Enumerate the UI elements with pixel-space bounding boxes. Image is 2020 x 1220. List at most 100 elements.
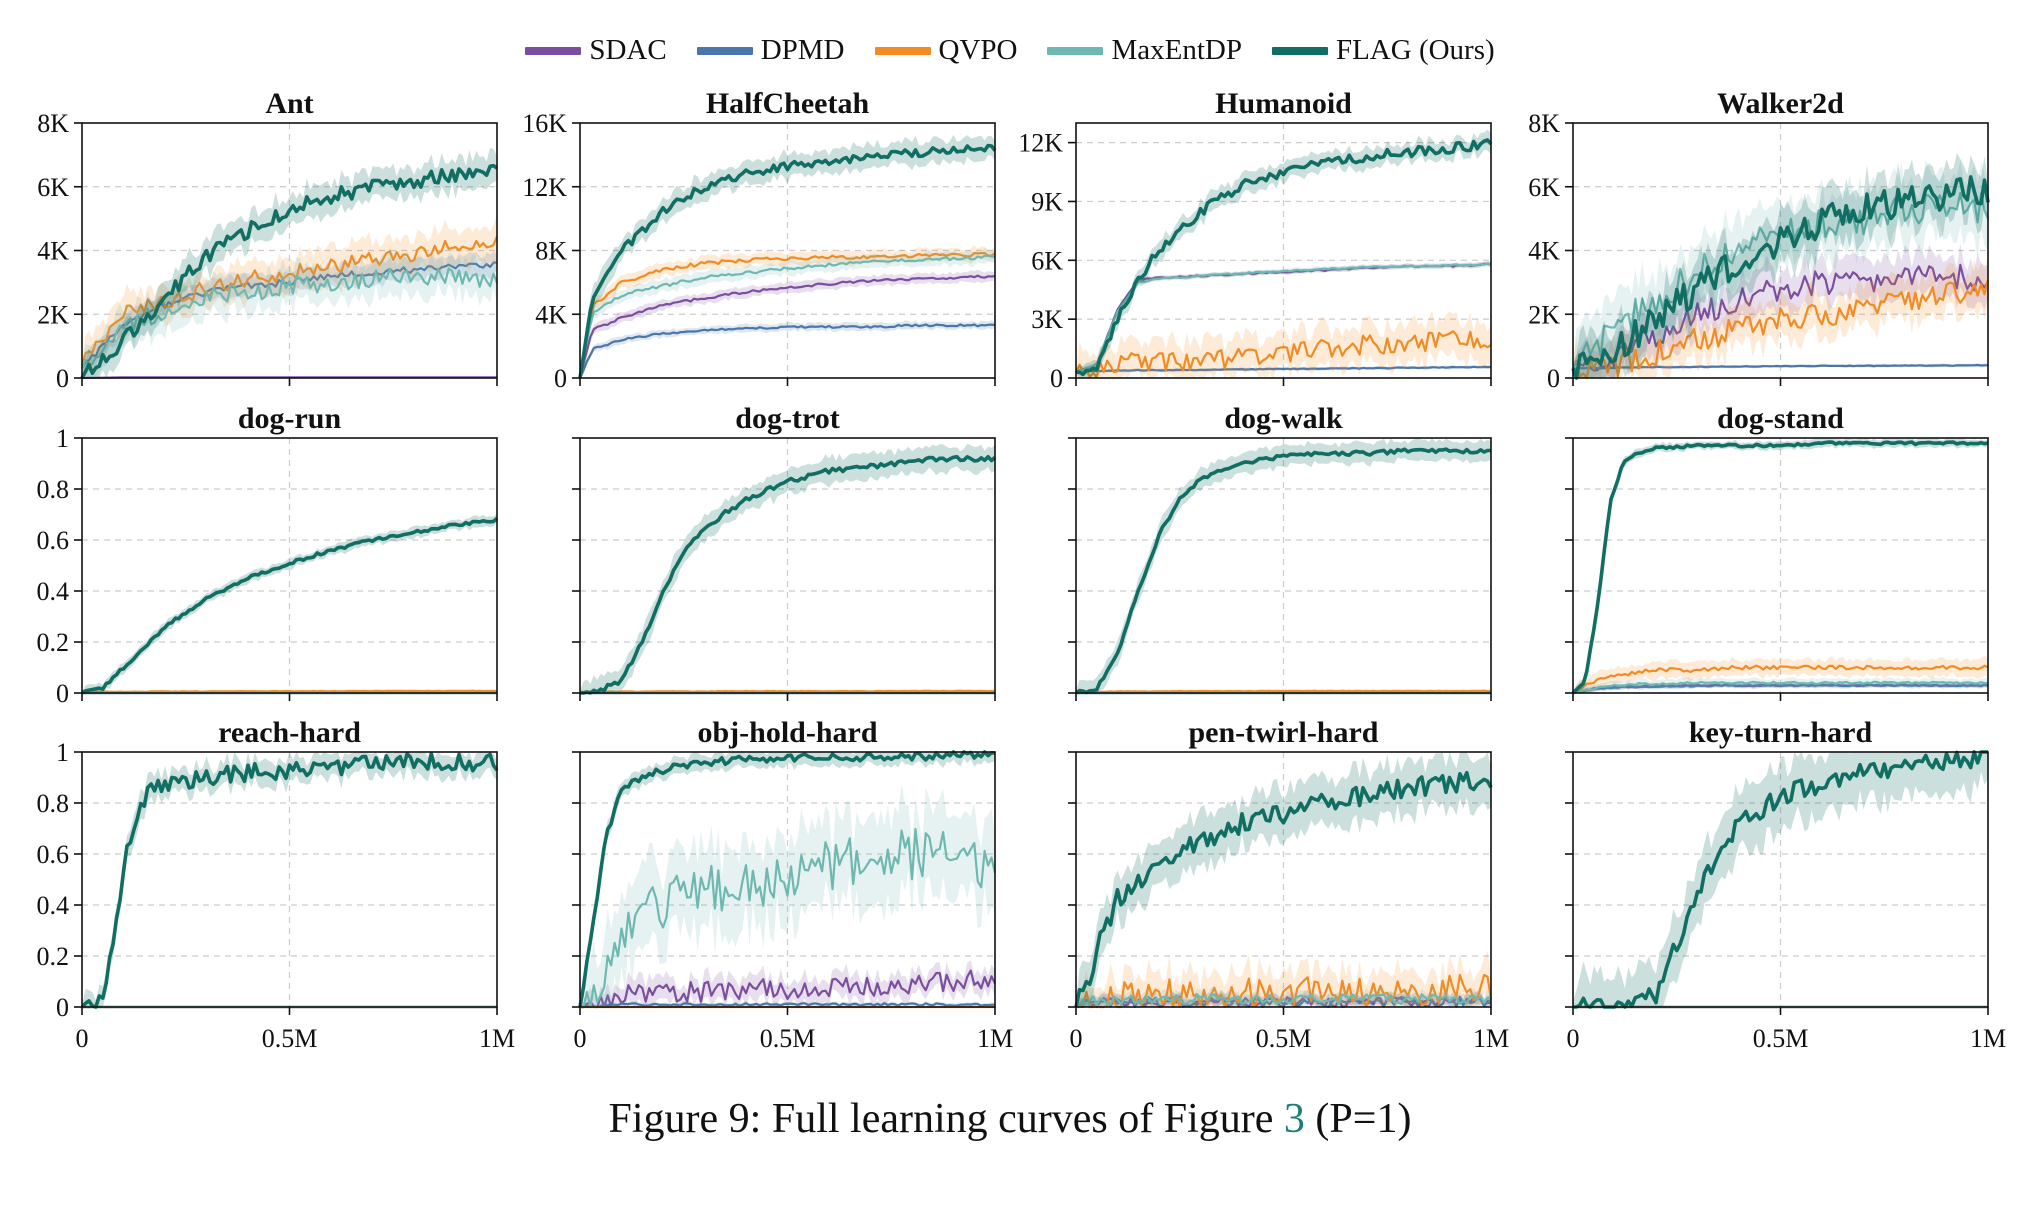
series-line-dpmd <box>1075 365 1492 374</box>
y-tick-label: 4K <box>535 300 567 329</box>
legend-swatch <box>874 46 931 55</box>
y-tick-label: 6K <box>37 173 69 202</box>
series-line-qvpo <box>1075 689 1491 694</box>
legend-swatch <box>696 46 753 55</box>
y-tick-label: 8K <box>535 237 567 266</box>
series-line-qvpo <box>579 689 995 694</box>
y-tick-label: 0.8 <box>37 789 70 818</box>
y-tick-label: 12K <box>522 173 567 202</box>
series-line-qvpo <box>1076 973 1493 1009</box>
series-line-flag-ours- <box>1074 447 1492 695</box>
y-tick-label: 0.2 <box>37 942 70 971</box>
series-line-dpmd <box>580 1002 996 1009</box>
subplot-title: pen-twirl-hard <box>1189 716 1379 749</box>
subplot-title: reach-hard <box>218 716 361 749</box>
subplot-title: obj-hold-hard <box>697 716 877 749</box>
subplot-humanoid: Humanoid 0 3K 6K 9K 12K <box>1018 87 1493 393</box>
series-line-flag-ours- <box>80 163 499 379</box>
y-tick-label: 0.6 <box>37 526 70 555</box>
series-line-flag-ours- <box>1571 440 1989 695</box>
series-line-flag-ours- <box>1075 138 1493 377</box>
y-tick-label: 8K <box>37 109 69 138</box>
x-tick-label: 0 <box>1567 1024 1580 1053</box>
legend-label: MaxEntDP <box>1111 34 1242 66</box>
subplot-pen-twirl-hard: pen-twirl-hard 0 0.5M 1M <box>1068 716 1509 1053</box>
y-tick-label: 6K <box>1528 173 1560 202</box>
series-line-qvpo <box>82 689 498 693</box>
x-tick-label: 1M <box>479 1024 515 1053</box>
subplot-walker2d: Walker2d 0 2K 4K 6K 8K <box>1528 87 1990 393</box>
y-tick-label: 0.4 <box>37 577 70 606</box>
series-band-maxentdp <box>1076 986 1491 1007</box>
x-tick-label: 0.5M <box>760 1024 816 1053</box>
subplot-ant: Ant 0 2K 4K 6K 8K <box>37 87 499 393</box>
series-line-flag-ours- <box>1074 771 1493 1008</box>
series-line-flag-ours- <box>578 143 997 379</box>
series-line-flag-ours- <box>81 516 499 695</box>
series-line-maxentdp <box>580 827 997 1009</box>
series-band-flag-ours- <box>580 134 995 378</box>
subplot-halfcheetah: HalfCheetah 0 4K 8K 12K 16K <box>522 87 997 393</box>
y-tick-label: 0.6 <box>37 840 70 869</box>
x-tick-label: 0 <box>76 1024 89 1053</box>
y-tick-label: 8K <box>1528 109 1560 138</box>
y-tick-label: 1 <box>56 738 69 767</box>
series-line-flag-ours- <box>1571 175 1990 380</box>
x-tick-label: 1M <box>977 1024 1013 1053</box>
series-band-flag-ours- <box>82 752 497 1007</box>
y-tick-label: 3K <box>1031 305 1063 334</box>
legend-item: DPMD <box>696 34 845 67</box>
series-line-flag-ours- <box>80 751 499 1009</box>
legend-item: QVPO <box>874 34 1017 67</box>
series-line-sdac <box>580 969 996 1009</box>
series-band-flag-ours- <box>1573 752 1988 1007</box>
x-tick-label: 1M <box>1970 1024 2006 1053</box>
series-line-maxentdp <box>1075 993 1492 1009</box>
subplot-title: dog-stand <box>1717 402 1844 435</box>
legend-swatch <box>525 46 582 55</box>
series-band-dpmd <box>82 251 497 374</box>
subplot-title: dog-walk <box>1224 402 1343 435</box>
y-tick-label: 0 <box>1547 364 1560 393</box>
series-band-qvpo <box>1573 256 1988 378</box>
series-line-flag-ours- <box>578 750 996 1008</box>
subplot-title: Walker2d <box>1717 87 1844 120</box>
x-tick-label: 0.5M <box>262 1024 318 1053</box>
subplot-title: Humanoid <box>1215 87 1352 120</box>
legend-item: MaxEntDP <box>1047 34 1242 67</box>
series-line-flag-ours- <box>580 455 997 695</box>
series-line-maxentdp <box>80 267 499 369</box>
series-band-dpmd <box>580 320 995 378</box>
figure-caption: Figure 9: Full learning curves of Figure… <box>0 1095 2020 1143</box>
learning-curves-figure: Ant02K4K6K8KHalfCheetah04K8K12K16KHumano… <box>37 87 2007 1053</box>
series-line-qvpo <box>1572 279 1990 380</box>
y-tick-label: 0.4 <box>37 891 70 920</box>
x-tick-label: 1M <box>1473 1024 1509 1053</box>
series-line-sdac <box>578 274 996 379</box>
y-tick-label: 0 <box>56 679 69 708</box>
series-line-maxentdp <box>1572 680 1989 694</box>
series-line-dpmd <box>1572 363 1989 370</box>
series-line-flag-ours- <box>1573 750 1988 1009</box>
series-line-dpmd <box>578 323 996 379</box>
series-band-maxentdp <box>82 247 497 378</box>
series-line-dpmd <box>1572 683 1989 695</box>
subplot-reach-hard: reach-hard 0 0.2 0.4 0.6 0.8 1 0 0.5M 1M <box>37 716 516 1053</box>
y-tick-label: 4K <box>1528 237 1560 266</box>
series-line-maxentdp <box>578 254 996 379</box>
legend-swatch <box>1047 46 1104 55</box>
y-tick-label: 0 <box>56 993 69 1022</box>
caption-prefix: Figure 9: Full learning curves of Figure <box>608 1096 1284 1142</box>
y-tick-label: 4K <box>37 237 69 266</box>
y-tick-label: 0 <box>56 364 69 393</box>
caption-figure-ref[interactable]: 3 <box>1283 1096 1305 1142</box>
y-tick-label: 2K <box>37 300 69 329</box>
subplot-title: key-turn-hard <box>1689 716 1873 749</box>
subplot-title: Ant <box>265 87 313 120</box>
series-band-qvpo <box>82 214 497 372</box>
series-band-sdac <box>580 269 995 378</box>
subplot-dog-stand: dog-stand <box>1565 402 1989 701</box>
series-band-qvpo <box>1076 310 1491 378</box>
legend-label: DPMD <box>760 34 845 66</box>
legend: SDAC DPMD QVPO MaxEntDP FLAG (Ours) <box>0 34 2020 67</box>
